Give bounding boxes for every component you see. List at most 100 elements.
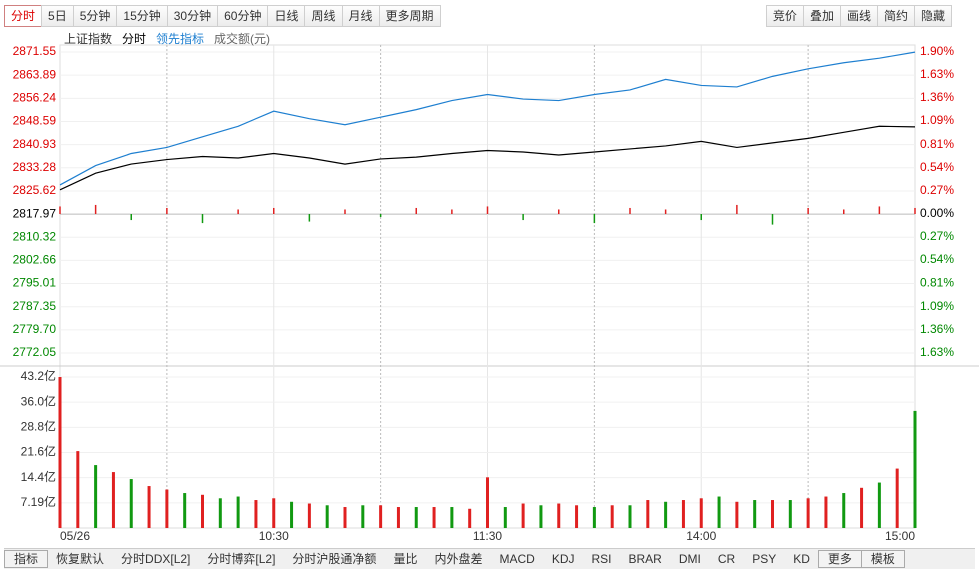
tab-button[interactable]: KDJ (551, 552, 575, 566)
tab-button[interactable]: 指标 (4, 550, 49, 568)
y-tick-label: 2840.93 (13, 137, 57, 151)
volume-bar (361, 505, 365, 528)
tab-button[interactable]: 更多周期 (378, 5, 441, 27)
tab-button[interactable]: 隐藏 (913, 5, 952, 27)
y-tick-label: 2779.70 (13, 322, 57, 336)
volume-bar (396, 507, 400, 528)
tab-button[interactable]: 内外盘差 (434, 552, 483, 566)
diff-bar (308, 214, 311, 222)
tab-button[interactable]: PSY (752, 552, 777, 566)
tab-button[interactable]: RSI (591, 552, 612, 566)
volume-bar (503, 507, 507, 528)
volume-bar (664, 501, 668, 528)
y-tick-label: 2825.62 (13, 183, 57, 197)
tab-button[interactable]: MACD (499, 552, 535, 566)
tab-button[interactable]: KD (793, 552, 810, 566)
volume-bar (183, 493, 187, 528)
tab-button[interactable]: 叠加 (802, 5, 841, 27)
diff-bar (379, 214, 382, 218)
volume-bar (842, 493, 846, 528)
tab-button[interactable]: 5日 (41, 5, 74, 27)
volume-bar (129, 479, 133, 528)
diff-bar (700, 214, 702, 221)
tab-button[interactable]: 30分钟 (166, 5, 219, 27)
tab-button[interactable]: 15分钟 (116, 5, 168, 27)
y-tick-label: 2795.01 (13, 276, 57, 290)
tab-button[interactable]: DMI (678, 552, 701, 566)
volume-tick-label: 14.4亿 (21, 469, 56, 484)
y2-tick-label: 1.09% (920, 299, 954, 313)
volume-bar (824, 496, 828, 528)
diff-bar (807, 207, 809, 215)
tab-button[interactable]: 画线 (839, 5, 878, 27)
y2-tick-label: 1.09% (920, 113, 954, 127)
diff-bar (771, 214, 774, 225)
tab-button[interactable]: 5分钟 (72, 5, 118, 27)
y2-tick-label: 0.54% (920, 252, 954, 266)
volume-bar (521, 503, 525, 528)
tab-button[interactable]: BRAR (628, 552, 662, 566)
diff-bar (166, 207, 168, 215)
volume-tick-label: 7.19亿 (21, 494, 56, 509)
x-tick-label: 11:30 (473, 529, 502, 543)
volume-bar (201, 494, 204, 528)
diff-bar (273, 207, 275, 215)
tab-button[interactable]: 恢复默认 (56, 552, 105, 566)
y-tick-label: 2810.32 (13, 229, 57, 243)
volume-bar (165, 489, 169, 528)
volume-bar (414, 507, 418, 528)
x-tick-label: 14:00 (686, 529, 716, 543)
volume-bar (147, 486, 151, 528)
volume-bar (343, 507, 347, 528)
tab-button[interactable]: 更多 (817, 550, 862, 568)
x-tick-label: 05/26 (60, 529, 90, 543)
tab-button[interactable]: 竞价 (765, 5, 804, 27)
tab-button[interactable]: 月线 (341, 5, 380, 27)
volume-bar (450, 507, 454, 528)
tab-button[interactable]: 量比 (393, 552, 418, 566)
indicator-tabs: 指标 恢复默认 分时DDX[L2] 分时博弈[L2] 分时沪股通净额 量比 内外盘差 MACD… (4, 548, 975, 569)
volume-bar (486, 477, 489, 528)
tab-button[interactable]: 分时沪股通净额 (292, 552, 377, 566)
volume-bar (717, 496, 721, 528)
diff-bar (914, 207, 916, 215)
diff-bar (451, 209, 453, 215)
diff-bar (201, 214, 204, 224)
tab-button[interactable]: 分时博弈[L2] (207, 552, 276, 566)
y-tick-label: 2817.97 (13, 206, 57, 220)
volume-tick-label: 43.2亿 (21, 368, 56, 383)
y2-tick-label: 1.36% (920, 322, 954, 336)
y2-tick-label: 1.36% (920, 90, 954, 104)
period-tabs: 分时 5日 5分钟 15分钟 30分钟 60分钟 日线 周线 月线 更多周期 (4, 5, 441, 27)
volume-bar (218, 498, 222, 528)
tab-button[interactable]: CR (717, 552, 736, 566)
diff-bar (486, 206, 489, 215)
y2-tick-label: 1.63% (920, 67, 954, 81)
volume-bar (610, 505, 614, 528)
volume-bar (325, 505, 329, 528)
tab-button[interactable]: 简约 (876, 5, 915, 27)
volume-bar (432, 507, 436, 528)
volume-bar (646, 500, 650, 528)
legend-item: 分时 (122, 32, 146, 46)
tab-button[interactable]: 分时DDX[L2] (121, 552, 191, 566)
volume-bar (771, 500, 774, 528)
volume-bar (895, 468, 899, 528)
volume-bar (76, 451, 80, 528)
y2-tick-label: 0.81% (920, 137, 954, 151)
diff-bar (237, 209, 239, 215)
x-tick-label: 10:30 (259, 529, 289, 543)
volume-bar (539, 505, 543, 528)
legend-item: 成交额(元) (214, 31, 270, 46)
y-tick-label: 2848.59 (13, 114, 57, 128)
y2-tick-label: 0.00% (920, 206, 954, 220)
diff-bar (629, 207, 631, 215)
volume-bar (877, 482, 881, 528)
diff-bar (130, 214, 132, 221)
legend-item: 领先指标 (156, 31, 204, 46)
tab-button[interactable]: 60分钟 (217, 5, 269, 27)
volume-bar (111, 472, 115, 528)
volume-bar (468, 508, 472, 528)
tab-button[interactable]: 模板 (860, 550, 905, 568)
